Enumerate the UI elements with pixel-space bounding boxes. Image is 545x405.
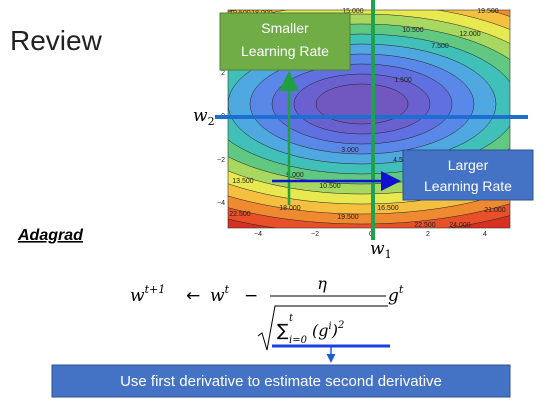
y-tick-label: −4	[217, 200, 225, 207]
contour-label: 7.500	[431, 43, 449, 50]
w1-label: w1	[370, 239, 392, 261]
sum-sign: ∑	[277, 321, 289, 341]
contour-band	[315, 83, 409, 125]
lhs: w	[130, 286, 145, 306]
lhs-sup: t+1	[145, 283, 166, 296]
title: Review	[10, 25, 103, 56]
sum-sub: i=0	[289, 335, 308, 346]
contour-label: 9.000	[286, 172, 304, 179]
x-tick-label: −4	[254, 231, 262, 238]
contour-label: 24.000	[449, 222, 471, 229]
y-tick-label: 2	[221, 70, 225, 77]
contour-label: 13.500	[232, 178, 254, 185]
contour-label: 22.500	[414, 222, 436, 229]
contour-labels: 19.500 18.000 15.000 10.500 12.000 7.500 1.500…	[217, 8, 506, 238]
contour-label: 12.000	[459, 31, 481, 38]
contour-label: 21.000	[484, 207, 506, 214]
formula: wt+1 ← wt − η ∑ t i=0 (gi)2 gt	[130, 274, 404, 363]
contour-label: 10.500	[319, 183, 341, 190]
w2: w	[193, 106, 208, 126]
x-tick-label: −2	[311, 231, 319, 238]
contour-label: 18.000	[279, 205, 301, 212]
larger-line1: Larger	[448, 157, 489, 173]
contour-label: 15.000	[342, 8, 364, 15]
contour-label: 10.500	[402, 27, 424, 34]
w1: w	[370, 239, 385, 259]
g-term: (gi)2	[312, 320, 344, 340]
note-box	[51, 364, 511, 398]
formula-lhs: wt+1	[130, 283, 165, 306]
contour-label: 4.5	[393, 157, 403, 164]
arrow: ←	[186, 286, 200, 306]
larger-line2: Learning Rate	[424, 178, 512, 194]
y-tick-label: −2	[217, 157, 225, 164]
sqrt	[257, 305, 388, 351]
x-tick-label: 4	[483, 231, 487, 238]
g-open: (g	[312, 321, 328, 340]
minus: −	[244, 286, 258, 306]
method: Adagrad	[17, 227, 84, 244]
contour-label: 16.500	[377, 205, 399, 212]
g-sup2: t	[399, 283, 404, 296]
g-close: )	[331, 321, 338, 340]
sum-sup: t	[289, 313, 294, 324]
w2-label: w2	[193, 106, 215, 128]
sq: 2	[337, 320, 344, 331]
w2-sub: 2	[208, 115, 215, 128]
contour-label: 1.500	[394, 77, 412, 84]
g: g	[388, 286, 399, 306]
formula-g: gt	[388, 283, 404, 306]
contour-label: 19.500	[477, 8, 499, 15]
contour-label: 22.500	[229, 211, 251, 218]
smaller-line1: Smaller	[261, 20, 309, 36]
contour-label: 3.000	[341, 147, 359, 154]
x-tick-label: 2	[426, 231, 430, 238]
w1-sub: 1	[385, 248, 392, 261]
g-sup: i	[328, 321, 331, 332]
w-sup: t	[225, 283, 230, 296]
contour-label: 19.500	[337, 214, 359, 221]
note: Use first derivative to estimate second …	[120, 373, 442, 390]
smaller-line2: Learning Rate	[241, 43, 329, 59]
smaller-box	[219, 12, 351, 71]
w: w	[210, 286, 225, 306]
numerator: η	[317, 274, 327, 293]
larger-box	[402, 149, 534, 201]
formula-w: wt	[210, 283, 230, 306]
